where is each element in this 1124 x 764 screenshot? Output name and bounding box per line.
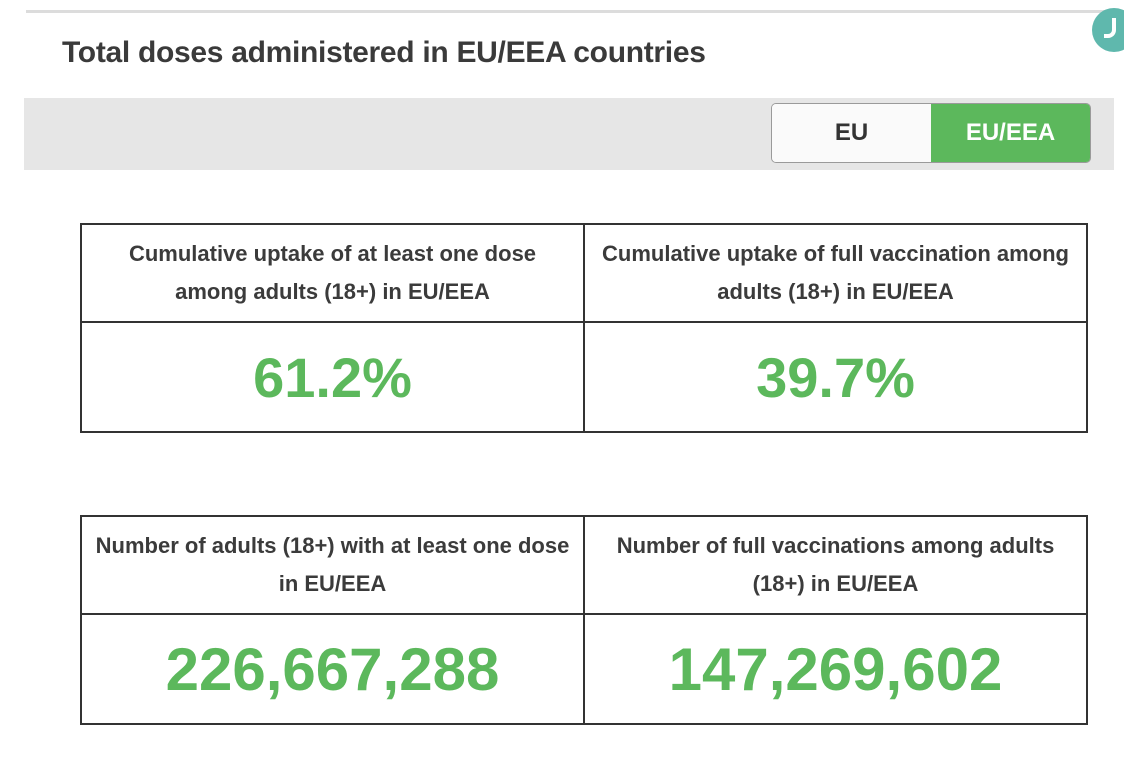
- top-divider: [26, 10, 1124, 13]
- stat-label-full-vaccination-uptake: Cumulative uptake of full vaccination am…: [583, 223, 1088, 323]
- toggle-eueea-button[interactable]: EU/EEA: [931, 104, 1090, 162]
- stat-label-first-dose-count: Number of adults (18+) with at least one…: [80, 515, 585, 615]
- region-toggle: EU EU/EEA: [771, 103, 1091, 163]
- stat-value-full-vaccination-uptake: 39.7%: [583, 321, 1088, 433]
- toggle-eu-button[interactable]: EU: [772, 104, 931, 162]
- counts-table: Number of adults (18+) with at least one…: [80, 515, 1088, 725]
- uptake-table: Cumulative uptake of at least one dose a…: [80, 223, 1088, 433]
- stat-value-full-vaccination-count: 147,269,602: [583, 613, 1088, 725]
- stat-value-first-dose-count: 226,667,288: [80, 613, 585, 725]
- stat-label-full-vaccination-count: Number of full vaccinations among adults…: [583, 515, 1088, 615]
- stat-label-first-dose-uptake: Cumulative uptake of at least one dose a…: [80, 223, 585, 323]
- page-title: Total doses administered in EU/EEA count…: [62, 36, 706, 69]
- help-icon[interactable]: [1092, 8, 1124, 52]
- stat-value-first-dose-uptake: 61.2%: [80, 321, 585, 433]
